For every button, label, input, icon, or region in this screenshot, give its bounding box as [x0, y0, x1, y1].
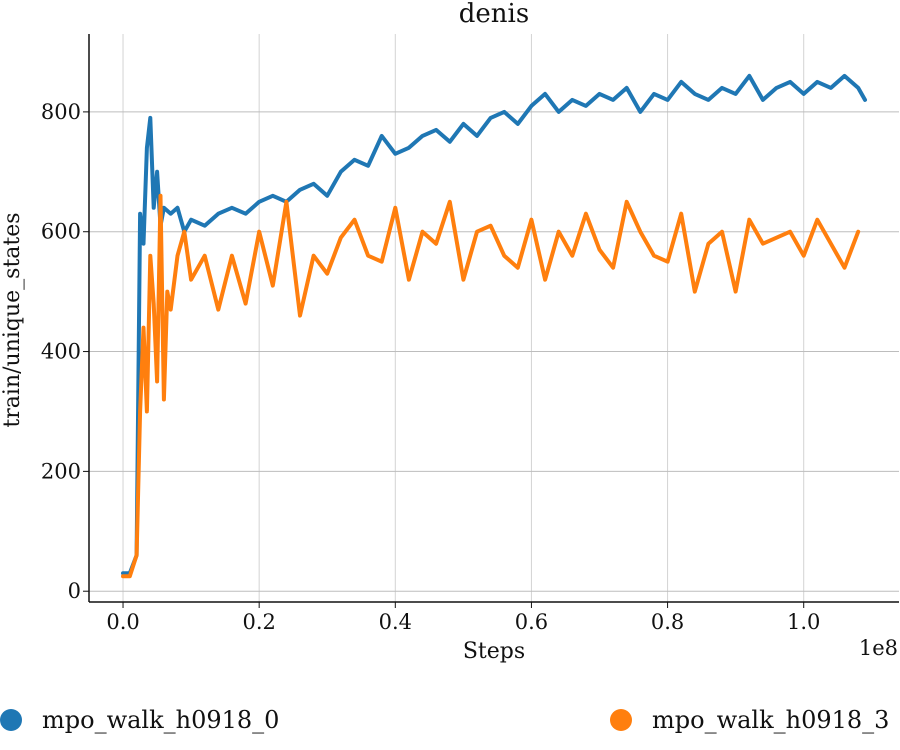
legend-label: mpo_walk_h0918_0 [42, 706, 280, 734]
x-axis-scale-note: 1e8 [859, 636, 898, 660]
y-tick-label: 0 [68, 579, 81, 603]
legend-marker-icon [0, 709, 22, 731]
legend-item-series-1[interactable]: mpo_walk_h0918_3 [610, 700, 889, 740]
y-tick-label: 200 [41, 459, 81, 483]
series-line-0 [121, 73, 867, 576]
x-tick-label: 0.6 [515, 610, 548, 634]
line-chart: denis 0.0 0.2 0.4 0.6 0.8 1.0 0 200 400 600 800 St… [0, 0, 899, 664]
x-tick-label: 0.0 [106, 610, 139, 634]
x-tick-label: 0.2 [242, 610, 275, 634]
legend-item-series-0[interactable]: mpo_walk_h0918_0 [0, 700, 279, 740]
y-tick-label: 800 [41, 100, 81, 124]
x-tick-label: 1.0 [787, 610, 820, 634]
y-tick-label: 400 [41, 340, 81, 364]
y-axis-title: train/unique_states [0, 212, 25, 427]
x-tick-label: 0.8 [651, 610, 684, 634]
grid-lines [89, 34, 899, 602]
legend-marker-icon [610, 709, 632, 731]
series-line-1 [121, 193, 861, 579]
chart-title: denis [459, 0, 529, 29]
x-axis-title: Steps [463, 639, 525, 664]
legend: mpo_walk_h0918_0 mpo_walk_h0918_3 [0, 700, 900, 740]
x-tick-label: 0.4 [379, 610, 412, 634]
legend-label: mpo_walk_h0918_3 [652, 706, 890, 734]
axis-ticks: 0.0 0.2 0.4 0.6 0.8 1.0 0 200 400 600 800 [41, 100, 821, 634]
plot-area [121, 73, 867, 579]
y-tick-label: 600 [41, 220, 81, 244]
